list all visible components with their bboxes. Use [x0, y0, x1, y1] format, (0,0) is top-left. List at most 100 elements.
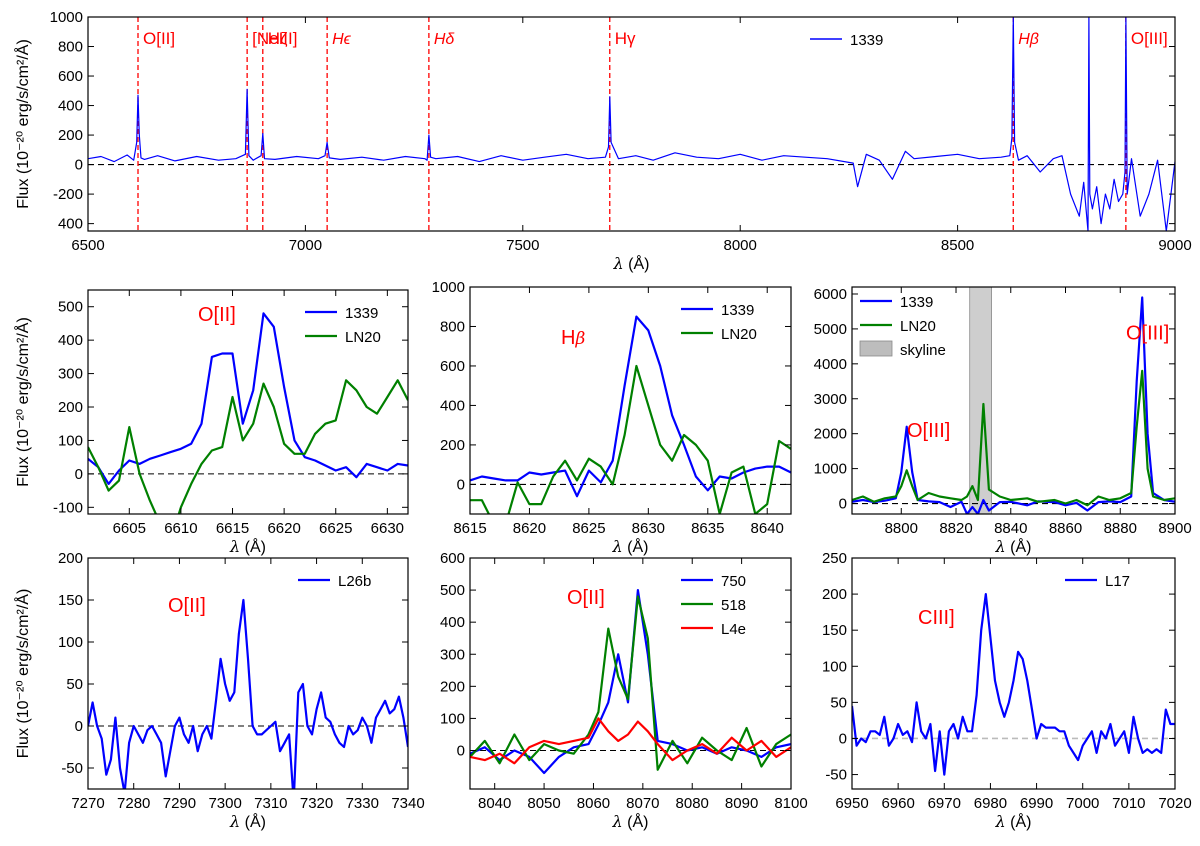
- y-tick-label: 0: [75, 718, 83, 735]
- marker-label-1: [NeIII]: [252, 29, 297, 48]
- panel-label: O[II]: [168, 595, 206, 617]
- y-tick-label: -200: [53, 186, 83, 203]
- panel-label-0: O[III]: [907, 420, 950, 442]
- panel-bot-oii-b: 8040 8050 8060 8070 8080 8090 8100 0 100 200 300 40…: [440, 550, 808, 831]
- y-tick-label: 0: [839, 496, 847, 513]
- x-tick-label: 7330: [346, 795, 379, 812]
- x-tick-label: 9000: [1158, 237, 1191, 254]
- y-tick-label: 100: [440, 710, 465, 727]
- axes-frame: [87, 557, 409, 790]
- series-L17: [852, 592, 1175, 776]
- y-tick-label: -100: [53, 499, 83, 516]
- x-tick-label: 6605: [113, 520, 146, 537]
- y-tick-label: 100: [58, 432, 83, 449]
- x-tick-label: 6500: [71, 237, 104, 254]
- x-tick-label: 8070: [626, 795, 659, 812]
- legend-label-1339: 1339: [721, 302, 754, 319]
- y-tick-label: 800: [440, 318, 465, 335]
- x-tick-label: 8635: [691, 520, 724, 537]
- y-tick-label: 250: [822, 550, 847, 567]
- axes-frame: [469, 286, 792, 515]
- x-tick-label: 8630: [632, 520, 665, 537]
- legend-label-1339: 1339: [850, 32, 883, 49]
- x-tick-label: 6990: [1020, 795, 1053, 812]
- series-1339: [88, 17, 1175, 231]
- y-axis-label: Flux (10⁻²⁰ erg/s/cm²/Å): [13, 589, 32, 759]
- y-tick-label: 0: [457, 476, 465, 493]
- x-tick-label: 8100: [774, 795, 807, 812]
- top-ylabel-anchor: [2, 105, 38, 141]
- y-tick-label: 600: [440, 358, 465, 375]
- y-tick-label: 3000: [814, 391, 847, 408]
- marker-label-2: Hζ: [268, 29, 288, 48]
- y-tick-label: 300: [440, 646, 465, 663]
- series-518: [470, 595, 791, 771]
- panel-mid-hbeta: 8615 8620 8625 8630 8635 8640 0 200 400 600 800 100…: [432, 279, 792, 556]
- x-tick-label: 6625: [319, 520, 352, 537]
- y-tick-label: 0: [75, 157, 83, 174]
- marker-label-7: O[III]: [1131, 29, 1168, 48]
- y-tick-label: 200: [822, 586, 847, 603]
- x-tick-label: 7000: [1066, 795, 1099, 812]
- x-axis-label: λ (Å): [995, 812, 1032, 831]
- legend-label-L4e: L4e: [721, 621, 746, 638]
- y-tick-label: 5000: [814, 321, 847, 338]
- x-tick-label: 8900: [1158, 520, 1191, 537]
- x-tick-label: 7310: [254, 795, 287, 812]
- x-tick-label: 7010: [1112, 795, 1145, 812]
- y-axis-label: Flux (10⁻²⁰ erg/s/cm²/Å): [13, 317, 32, 487]
- y-tick-label: 6000: [814, 286, 847, 303]
- legend-label-LN20: LN20: [721, 326, 757, 343]
- y-tick-label: 500: [440, 582, 465, 599]
- y-tick-label: 200: [58, 550, 83, 567]
- y-tick-label: 500: [58, 299, 83, 316]
- y-tick-label: 0: [839, 730, 847, 747]
- x-tick-label: 7340: [391, 795, 424, 812]
- series-LN20: [852, 369, 1175, 507]
- legend-label-750: 750: [721, 573, 746, 590]
- x-tick-label: 8080: [676, 795, 709, 812]
- panel-bot-oii: 7270 7280 7290 7300 7310 7320 7330 7340 -50 0 50 10…: [13, 550, 425, 831]
- x-tick-label: 8060: [577, 795, 610, 812]
- panel-label: Hβ: [561, 327, 585, 349]
- series-LN20: [470, 364, 791, 514]
- x-axis-label: λ (Å): [229, 812, 266, 831]
- y-tick-label: -50: [61, 760, 83, 777]
- legend-label-LN20: LN20: [900, 318, 936, 335]
- y-tick-label: 50: [830, 694, 847, 711]
- x-tick-label: 6620: [267, 520, 300, 537]
- axes-frame: [851, 557, 1176, 790]
- x-tick-label: 7320: [300, 795, 333, 812]
- panel-top: O[II] [NeIII]Hζ Hϵ Hδ Hγ Hβ O[III] 6500 7000 7500…: [13, 9, 1192, 273]
- panel-bot-ciii: 6950 6960 6970 6980 6990 7000 7010 7020 -50 0 50 10…: [822, 550, 1192, 831]
- x-tick-label: 8880: [1104, 520, 1137, 537]
- y-tick-label: 150: [58, 592, 83, 609]
- legend-label-LN20: LN20: [345, 329, 381, 346]
- x-tick-label: 6615: [216, 520, 249, 537]
- legend-label-L26b: L26b: [338, 573, 371, 590]
- panel-label: CIII]: [918, 607, 955, 629]
- x-tick-label: 8820: [939, 520, 972, 537]
- y-tick-label: 50: [66, 676, 83, 693]
- y-tick-label: 200: [440, 437, 465, 454]
- marker-label-4: Hδ: [434, 31, 456, 48]
- legend-swatch-skyline: [859, 340, 893, 357]
- y-tick-label: 600: [58, 68, 83, 85]
- x-tick-label: 6610: [164, 520, 197, 537]
- y-tick-label: 2000: [814, 426, 847, 443]
- y-tick-label: 4000: [814, 356, 847, 373]
- y-tick-label: 100: [822, 658, 847, 675]
- x-tick-label: 8860: [1049, 520, 1082, 537]
- y-tick-label: 1000: [432, 279, 465, 296]
- x-tick-label: 7290: [163, 795, 196, 812]
- axes-frame: [851, 286, 1176, 515]
- y-tick-label: 100: [58, 634, 83, 651]
- y-tick-label: 400: [440, 614, 465, 631]
- panel-label: O[II]: [198, 304, 236, 326]
- y-tick-label: 400: [58, 98, 83, 115]
- marker-label-0: O[II]: [143, 29, 175, 48]
- axes-frame: [87, 289, 409, 515]
- panel-label-1: O[III]: [1126, 322, 1169, 344]
- x-axis-label: λ (Å): [229, 537, 266, 556]
